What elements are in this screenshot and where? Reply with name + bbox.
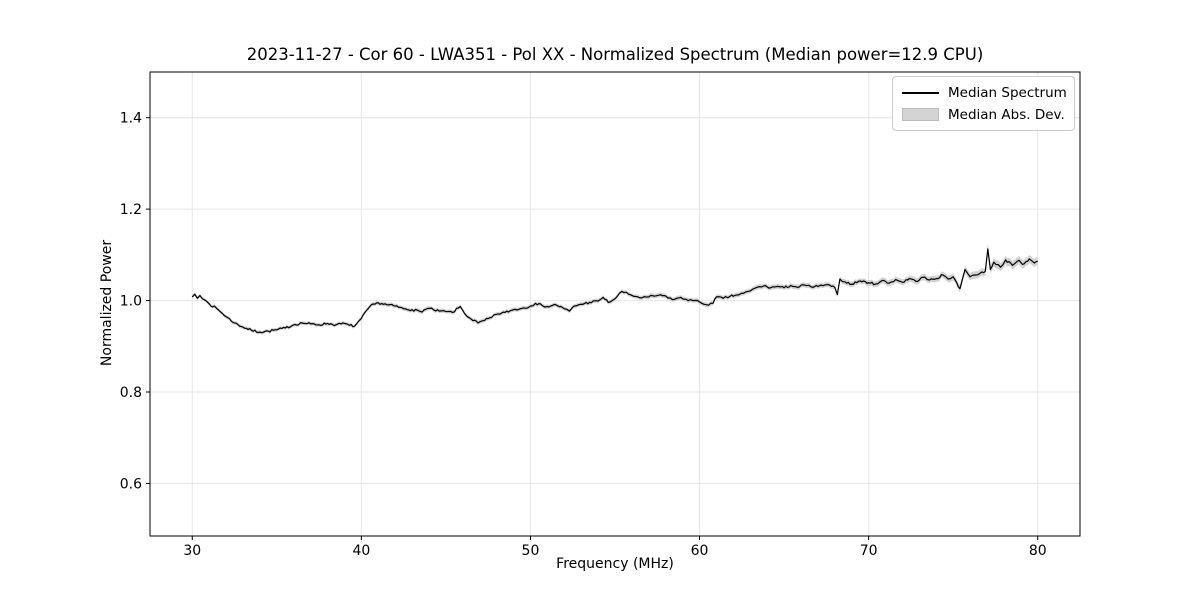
- x-tick-label: 60: [691, 543, 709, 559]
- legend-label: Median Abs. Dev.: [948, 106, 1065, 123]
- legend-patch-swatch: [902, 108, 939, 121]
- x-tick-label: 50: [522, 543, 540, 559]
- y-tick-label: 0.6: [120, 476, 142, 492]
- y-tick-label: 1.4: [120, 111, 142, 127]
- x-tick-label: 40: [352, 543, 370, 559]
- y-tick-label: 1.0: [120, 294, 142, 310]
- x-axis-label: Frequency (MHz): [556, 556, 674, 572]
- legend-line-swatch: [902, 91, 939, 94]
- x-tick-label: 30: [183, 543, 201, 559]
- legend-label: Median Spectrum: [948, 84, 1067, 101]
- axes-frame: [149, 71, 1081, 537]
- median-spectrum-line: [191, 248, 1038, 334]
- y-axis-label: Normalized Power: [99, 239, 115, 367]
- mad-band: [192, 243, 1038, 335]
- plot-title: 2023-11-27 - Cor 60 - LWA351 - Pol XX - …: [246, 45, 984, 64]
- y-tick-label: 1.2: [120, 202, 142, 218]
- y-tick-label: 0.8: [120, 385, 142, 401]
- legend: Median Spectrum Median Abs. Dev.: [892, 76, 1075, 131]
- x-tick-label: 70: [860, 543, 878, 559]
- x-tick-label: 80: [1029, 543, 1047, 559]
- legend-item-median-spectrum: Median Spectrum: [902, 84, 1067, 101]
- legend-item-median-abs-dev: Median Abs. Dev.: [902, 106, 1066, 123]
